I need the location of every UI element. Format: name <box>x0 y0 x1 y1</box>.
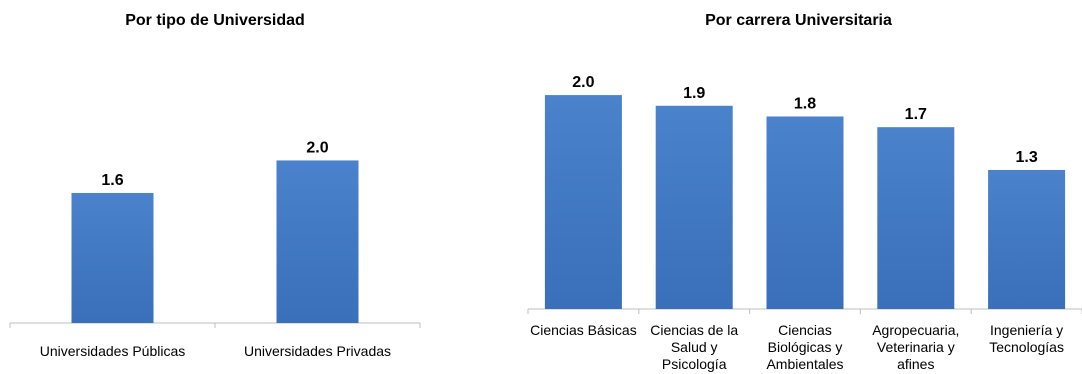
category-label: Ciencias Básicas <box>530 322 637 338</box>
chart-por-tipo-universidad: Por tipo de Universidad 1.6 Universidades… <box>0 0 430 374</box>
category-label: Ciencias de la Salud y Psicología <box>650 322 738 372</box>
data-label: 1.8 <box>794 95 816 112</box>
category-label: Agropecuaria, Veterinaria y afines <box>872 322 959 372</box>
category-label: Universidades Privadas <box>244 343 391 359</box>
data-label: 1.9 <box>683 85 705 102</box>
bar <box>988 169 1066 309</box>
category-label: Ciencias Biológicas y Ambientales <box>766 322 843 372</box>
bar-chart-svg: 2.0 Ciencias Básicas 1.9 Ciencias de la Salu… <box>527 74 1082 372</box>
bar <box>766 116 844 309</box>
data-label: 1.3 <box>1015 149 1037 166</box>
bar <box>655 105 733 309</box>
category-label: Universidades Públicas <box>40 343 186 359</box>
bar <box>877 127 955 309</box>
bar <box>544 95 622 309</box>
bar <box>276 160 359 323</box>
data-label: 2.0 <box>306 139 328 156</box>
chart-title: Por carrera Universitaria <box>705 12 892 29</box>
data-label: 2.0 <box>572 74 594 91</box>
data-label: 1.7 <box>905 106 927 123</box>
category-label: Ingeniería y Tecnologías <box>989 322 1064 355</box>
data-label: 1.6 <box>101 172 123 189</box>
bar-chart-svg: 1.6 Universidades Públicas 2.0 Universidade… <box>9 139 421 359</box>
chart-por-carrera-universitaria: Por carrera Universitaria 2.0 Ciencias Bá… <box>515 0 1082 374</box>
chart-title: Por tipo de Universidad <box>125 12 305 29</box>
bar <box>71 192 154 323</box>
